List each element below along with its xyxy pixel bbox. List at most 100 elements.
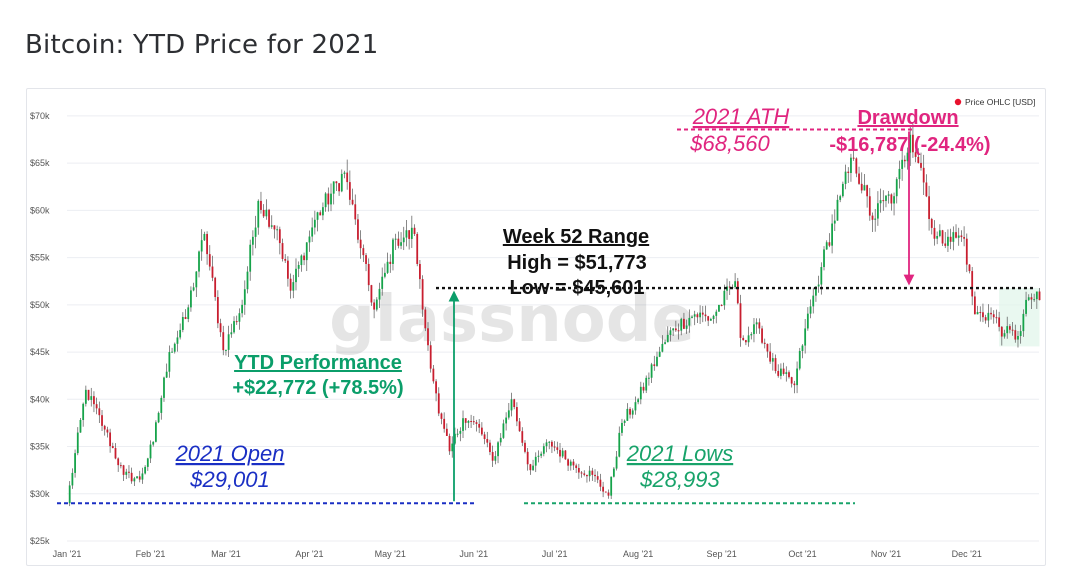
candle-body [378, 288, 381, 300]
candle-body [798, 350, 801, 369]
candle-body [879, 200, 882, 204]
candle-body [200, 240, 203, 252]
candle-body [1033, 299, 1036, 301]
candle-body [992, 314, 995, 318]
candle-body [416, 233, 419, 264]
candle-body [769, 351, 772, 362]
candle-body [874, 218, 877, 220]
candle-body [448, 435, 451, 452]
candle-body [882, 200, 885, 202]
x-tick-label: Apr '21 [295, 549, 323, 559]
candle-body [629, 408, 631, 415]
candle-body [648, 377, 650, 379]
candle-body [680, 318, 683, 331]
candle-body [909, 134, 912, 153]
candle-body [699, 312, 701, 318]
candle-body [278, 229, 281, 244]
candle-body [281, 243, 284, 259]
candle-body [225, 349, 227, 351]
candle-body [82, 403, 85, 421]
candle-body [176, 337, 179, 344]
candle-body [367, 263, 370, 286]
candle-body [268, 209, 270, 227]
candle-body [348, 182, 351, 200]
candle-body [330, 193, 332, 205]
candle-body [1014, 330, 1017, 340]
candle-body [586, 474, 588, 477]
candle-body [163, 377, 165, 398]
candle-body [251, 236, 254, 245]
candle-body [119, 465, 122, 467]
candle-body [793, 383, 796, 386]
candle-body [206, 233, 208, 255]
candle-body [639, 386, 642, 400]
candle-body [181, 317, 184, 330]
candle-body [219, 323, 222, 333]
candle-body [952, 232, 955, 242]
candle-body [739, 303, 742, 338]
candle-body [346, 172, 349, 183]
ytd-value: +$22,772 (+78.5%) [232, 377, 403, 399]
candle-body [157, 412, 160, 423]
candle-body [917, 156, 920, 163]
candle-body [354, 204, 357, 220]
candle-body [871, 215, 874, 220]
candle-body [887, 194, 890, 196]
candle-body [938, 230, 941, 236]
candle-body [76, 432, 79, 454]
candle-body [413, 227, 416, 234]
candle-body [817, 284, 820, 287]
candle-body [723, 290, 726, 306]
candle-body [788, 372, 790, 378]
candle-body [669, 330, 672, 335]
candle-body [1000, 326, 1003, 337]
candle-body [146, 458, 149, 467]
candle-body [357, 219, 359, 240]
candle-body [128, 471, 130, 473]
grid-lines [67, 115, 1039, 542]
candle-body [736, 281, 739, 304]
candle-body [265, 209, 268, 217]
candle-body [529, 464, 532, 471]
price-chart: $25k $30k $35k $40k $45k $50k $55k $60k $65k $70k… [30, 97, 1041, 559]
candle-body [521, 431, 524, 443]
candle-body [287, 260, 289, 279]
candle-body [103, 425, 106, 430]
candle-body [211, 266, 214, 278]
candle-body [373, 302, 376, 310]
candle-body [661, 343, 664, 352]
candle-body [451, 443, 454, 452]
candle-body [1027, 297, 1030, 300]
candle-body [165, 371, 168, 378]
candle-body [858, 173, 860, 184]
candle-body [898, 168, 901, 180]
candle-body [936, 235, 939, 239]
candle-body [715, 311, 718, 316]
candle-body [836, 199, 839, 221]
candle-body [933, 227, 936, 239]
candle-body [238, 313, 241, 322]
candle-body [728, 286, 731, 288]
x-tick-label: Jul '21 [542, 549, 568, 559]
candle-body [742, 337, 745, 341]
legend-label: Price OHLC [USD] [965, 97, 1035, 107]
candle-body [604, 491, 607, 493]
candle-body [683, 318, 685, 329]
candle-body [828, 242, 831, 246]
candle-body [847, 171, 850, 173]
candle-body [696, 314, 699, 318]
ath-title: 2021 ATH [692, 104, 790, 129]
candle-body [666, 334, 669, 343]
y-tick-label: $50k [30, 300, 50, 310]
candles [68, 123, 1041, 507]
candle-body [893, 196, 895, 204]
candle-body [241, 304, 244, 314]
x-tick-label: Nov '21 [871, 549, 901, 559]
candle-body [796, 368, 798, 386]
candle-body [537, 455, 540, 457]
candle-body [429, 345, 432, 369]
candle-body [518, 421, 521, 432]
candle-body [249, 244, 252, 272]
x-tick-label: Oct '21 [788, 549, 816, 559]
candle-body [656, 356, 658, 366]
